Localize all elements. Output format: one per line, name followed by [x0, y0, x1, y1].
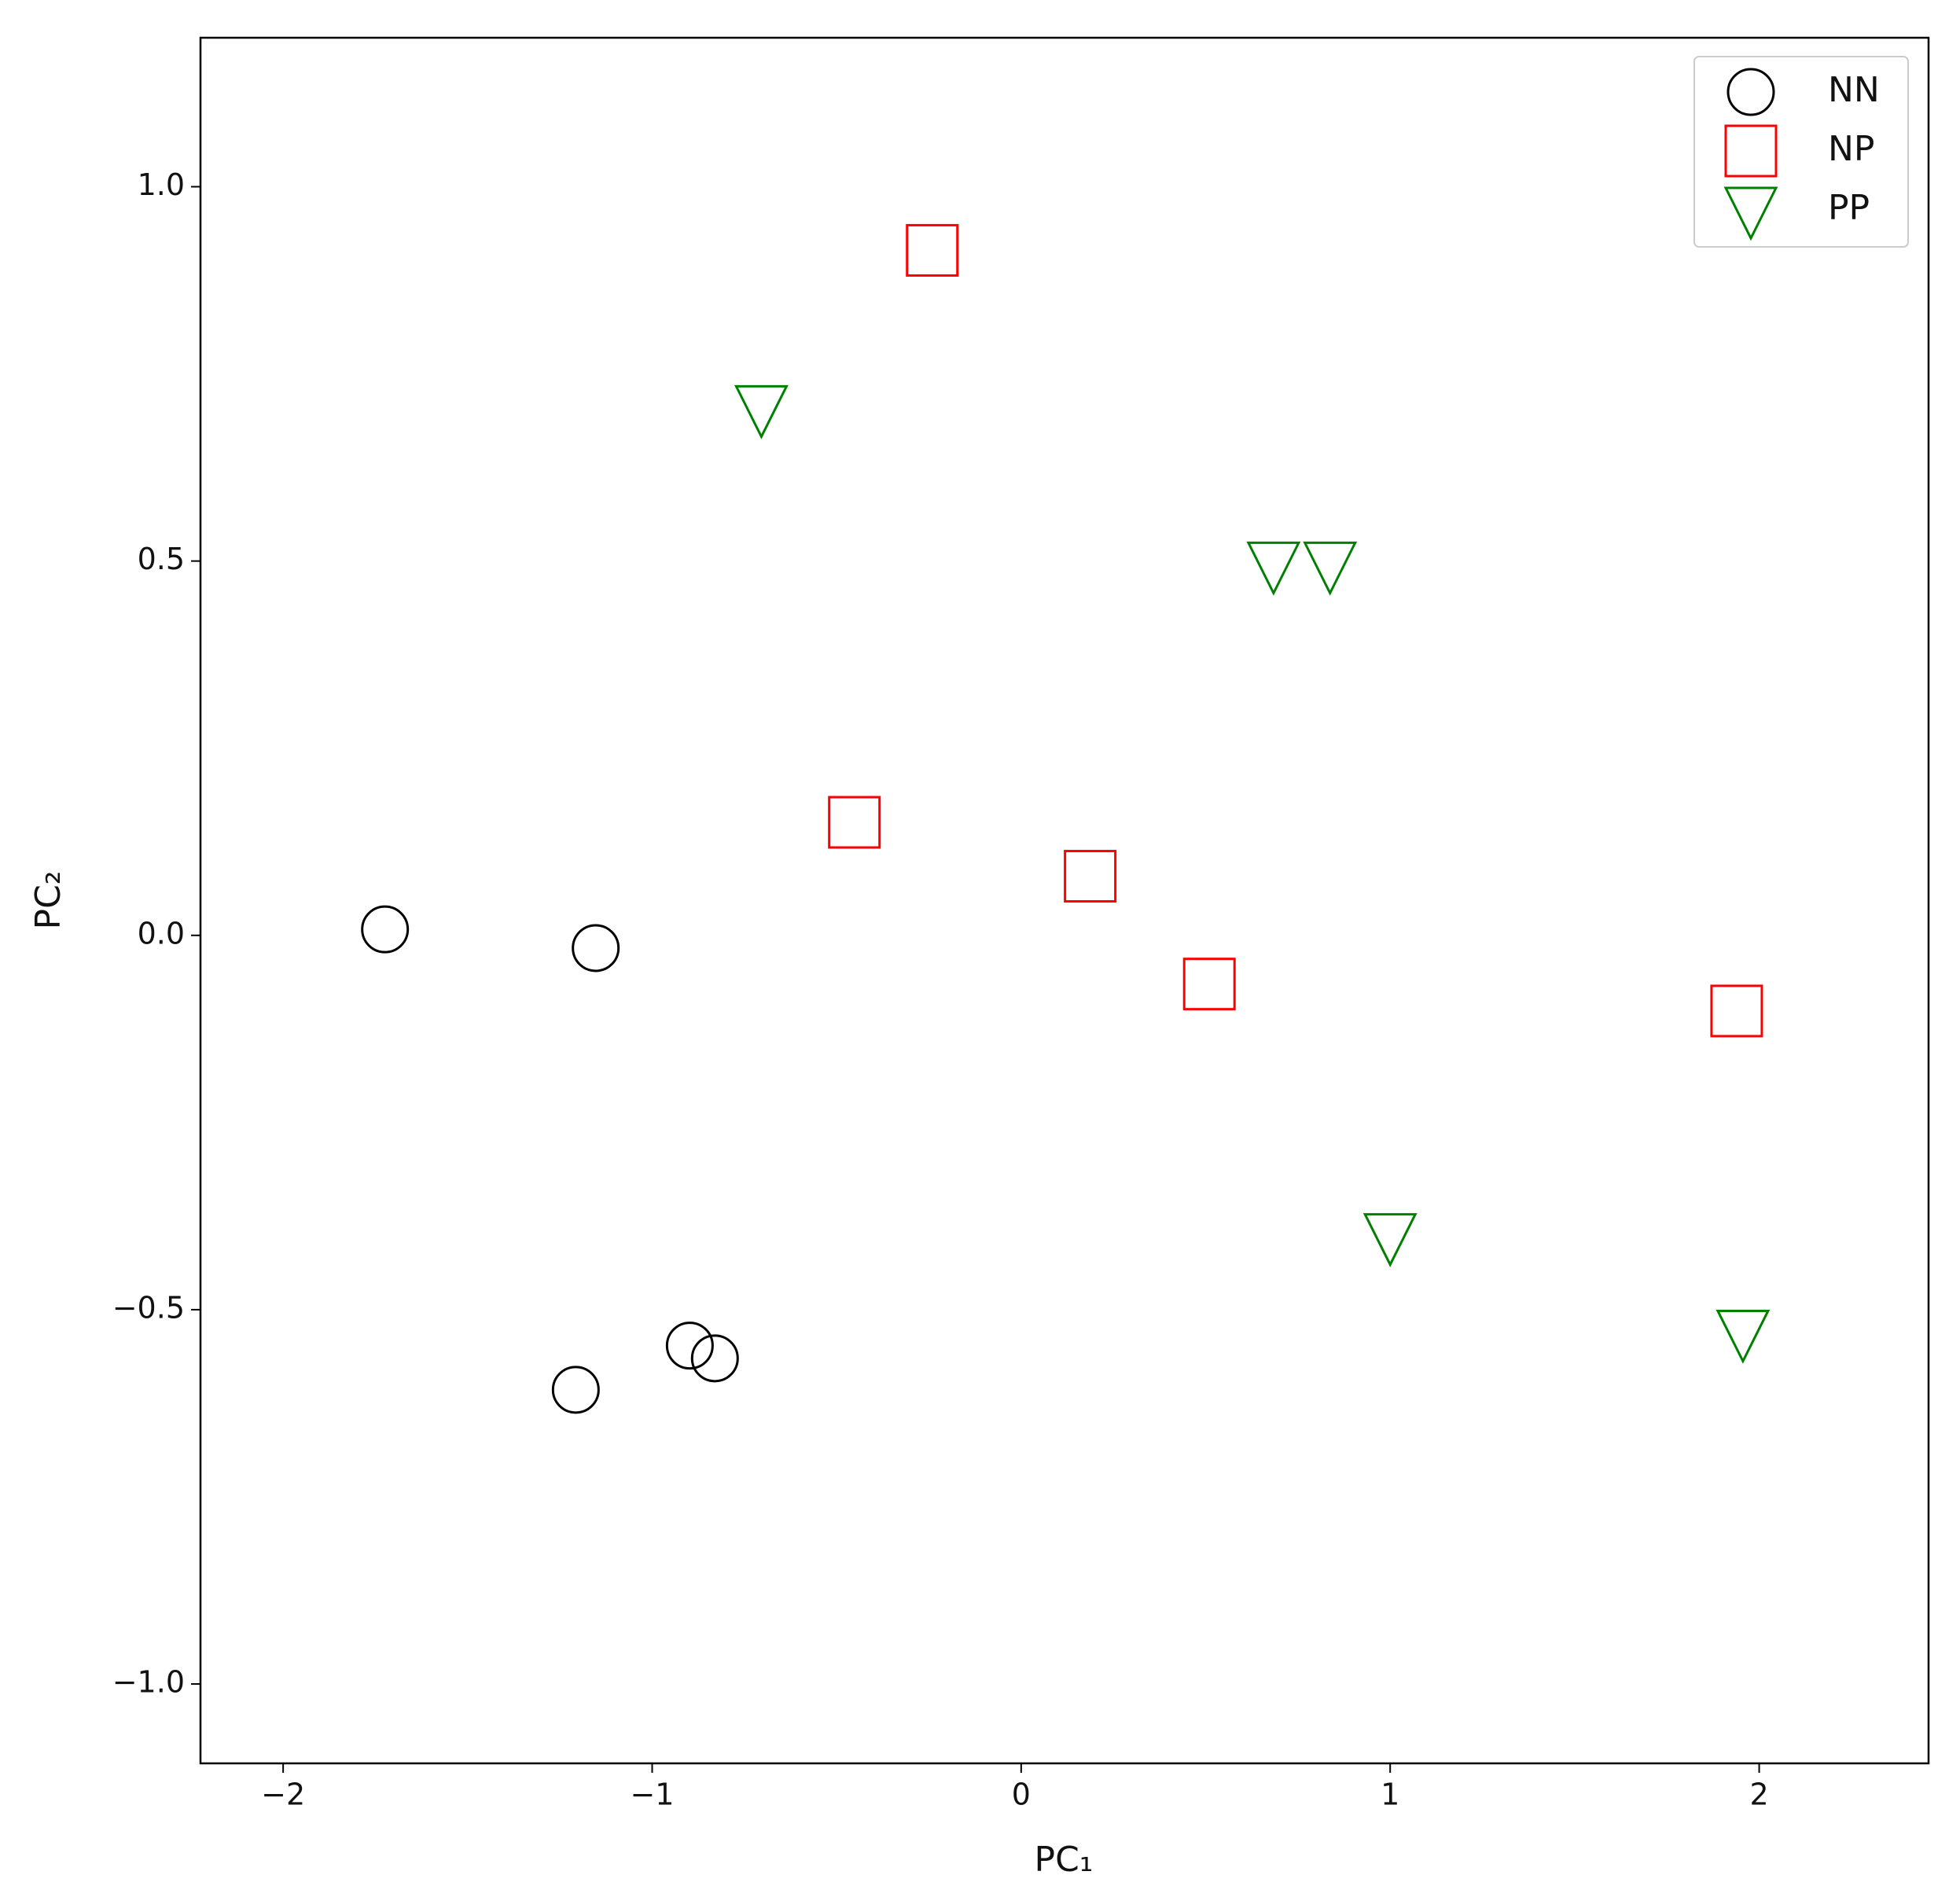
legend-label: NN	[1828, 70, 1880, 110]
y-axis-label: PC₂	[28, 871, 68, 930]
marker-circle	[572, 924, 620, 972]
y-tick-label: 1.0	[138, 167, 185, 202]
marker-triangle	[1723, 186, 1778, 241]
marker-triangle	[1246, 541, 1301, 596]
x-tick-label: 0	[1012, 1778, 1031, 1812]
marker-square	[1064, 850, 1117, 903]
marker-triangle	[1715, 1309, 1771, 1364]
marker-square	[906, 223, 959, 277]
x-tick-label: −1	[630, 1778, 674, 1812]
legend-label: PP	[1828, 188, 1870, 228]
marker-square	[828, 796, 881, 849]
x-tick-label: −2	[261, 1778, 305, 1812]
y-tick-label: −0.5	[112, 1290, 185, 1325]
legend-box	[1693, 56, 1909, 248]
marker-triangle	[734, 384, 789, 439]
marker-triangle	[1303, 541, 1358, 596]
legend-label: NP	[1828, 129, 1874, 169]
marker-triangle	[1362, 1213, 1418, 1267]
marker-square	[1182, 958, 1236, 1011]
y-tick-label: 0.5	[138, 542, 185, 576]
marker-circle	[361, 905, 410, 954]
marker-circle	[551, 1366, 600, 1414]
marker-square	[1710, 984, 1763, 1038]
marker-square	[1724, 124, 1778, 178]
plot-frame	[199, 36, 1930, 1765]
marker-circle	[690, 1334, 739, 1383]
marker-circle	[1726, 68, 1775, 116]
x-axis-label: PC₁	[1035, 1840, 1094, 1880]
y-tick-label: 0.0	[138, 916, 185, 950]
y-tick-label: −1.0	[112, 1665, 185, 1700]
marker-circle	[665, 1322, 714, 1370]
x-tick-label: 1	[1381, 1778, 1399, 1812]
x-tick-label: 2	[1749, 1778, 1768, 1812]
